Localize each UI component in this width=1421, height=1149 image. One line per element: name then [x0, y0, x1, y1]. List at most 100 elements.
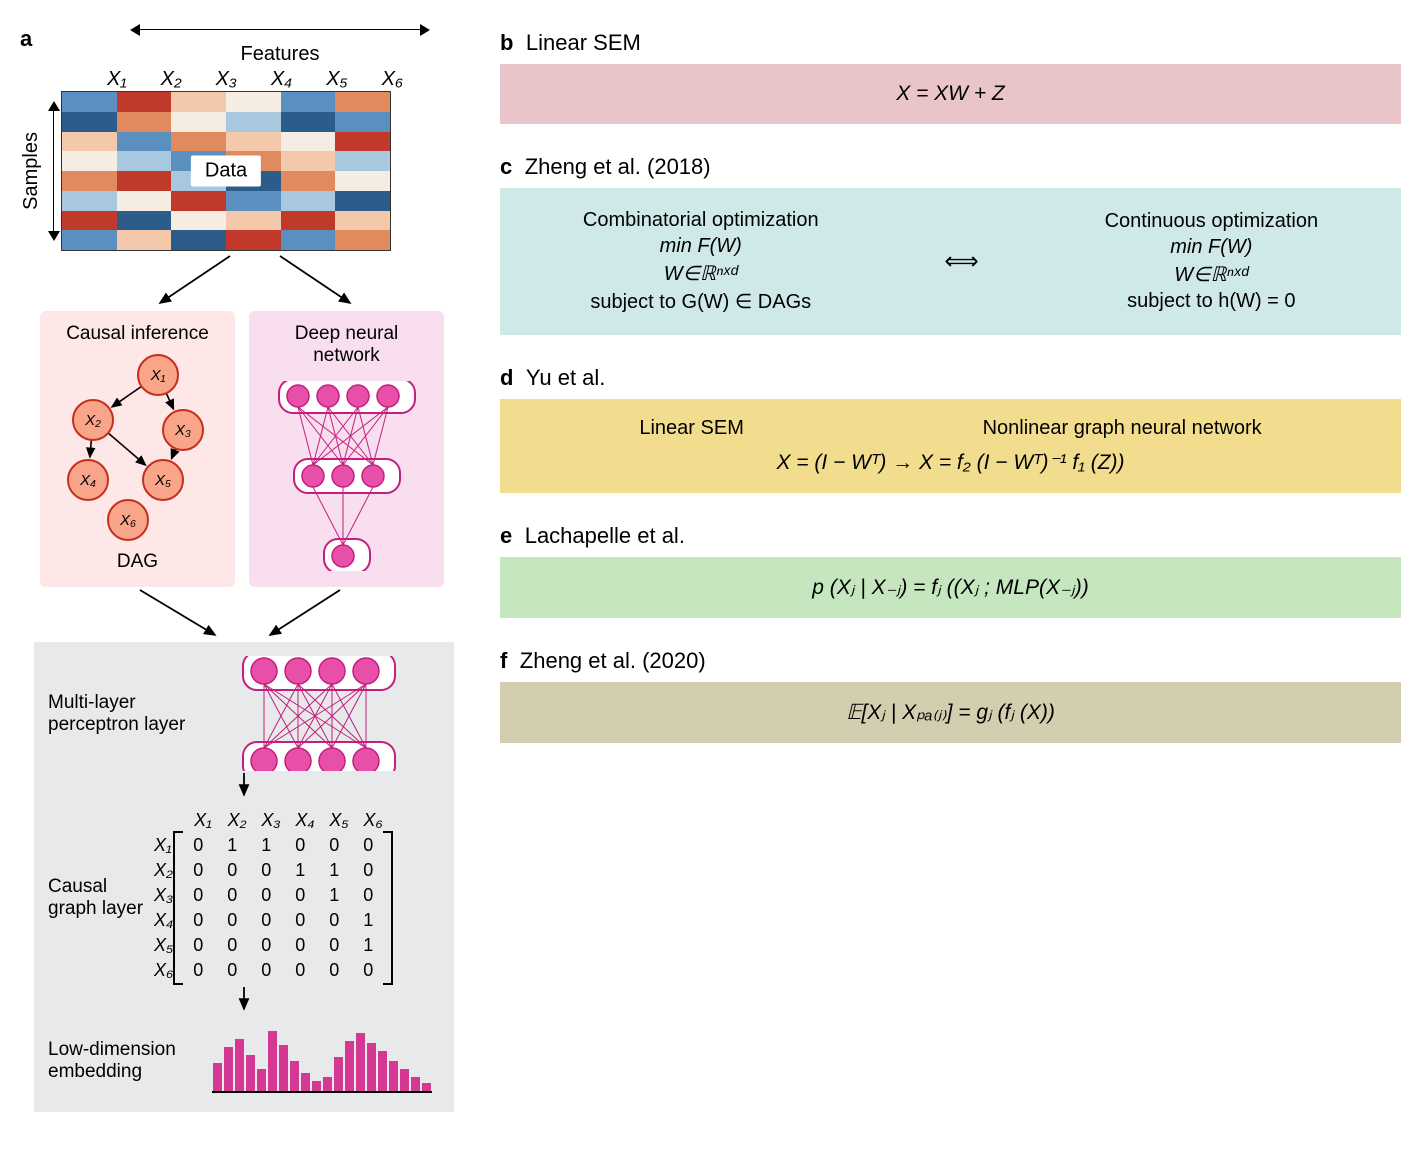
heatmap-cell [171, 92, 226, 112]
heatmap-cell [226, 132, 281, 152]
d-right-head: Nonlinear graph neural network [983, 417, 1262, 440]
heatmap-cell [281, 211, 336, 231]
heatmap-cell [171, 112, 226, 132]
data-heatmap: Data [61, 91, 391, 251]
combo-line2: W∈ℝⁿˣᵈ [583, 261, 819, 286]
continuous-col: Continuous optimization min F(W) W∈ℝⁿˣᵈ … [1105, 207, 1318, 316]
arrow-down-2 [48, 985, 440, 1020]
svg-text:X₅: X₅ [153, 472, 170, 489]
cont-line1: min F(W) [1105, 236, 1318, 259]
features-axis: Features [90, 20, 470, 66]
figure-container: a Features X₁ X₂ X₃ X₄ X₅ X₆ Samples Data Cau… [20, 20, 1401, 1112]
nn-title: Deep neural network [259, 323, 434, 367]
arrow-down-1 [48, 771, 440, 806]
features-title: Features [241, 43, 320, 65]
panel-d-label: d [500, 365, 513, 390]
cont-title: Continuous optimization [1105, 210, 1318, 233]
right-column: b Linear SEM X = XW + Z c Zheng et al. (… [500, 20, 1401, 1112]
d-left-head: Linear SEM [639, 417, 744, 440]
samples-title: Samples [20, 132, 43, 210]
heatmap-cell [62, 92, 117, 112]
heatmap-cell [335, 151, 390, 171]
heatmap-cell [335, 211, 390, 231]
heatmap-cell [117, 230, 172, 250]
panel-c-label: c [500, 154, 512, 179]
heatmap-cell [117, 211, 172, 231]
combo-title: Combinatorial optimization [583, 209, 819, 232]
heatmap-cell [171, 132, 226, 152]
heatmap-cell [171, 191, 226, 211]
panel-a-label: a [20, 26, 32, 52]
feature-header: X₄ [271, 68, 292, 91]
heatmap-row: Samples Data [20, 91, 470, 251]
gray-architecture-box: Multi-layer perceptron layer Causal grap… [34, 642, 454, 1112]
panel-d: d Yu et al. Linear SEM Nonlinear graph n… [500, 365, 1401, 493]
heatmap-cell [281, 191, 336, 211]
mlp-label: Multi-layer perceptron layer [48, 692, 186, 736]
heatmap-cell [281, 132, 336, 152]
heatmap-cell [335, 92, 390, 112]
causal-inference-title: Causal inference [50, 323, 225, 345]
heatmap-cell [226, 92, 281, 112]
heatmap-cell [117, 171, 172, 191]
panel-d-title: Yu et al. [526, 365, 606, 390]
panel-b: b Linear SEM X = XW + Z [500, 30, 1401, 124]
feature-header: X₅ [326, 68, 347, 91]
heatmap-cell [62, 230, 117, 250]
samples-arrow-icon [47, 101, 61, 241]
iff-symbol: ⟺ [944, 247, 978, 276]
panel-a: a Features X₁ X₂ X₃ X₄ X₅ X₆ Samples Data Cau… [20, 20, 470, 1112]
heatmap-cell [281, 230, 336, 250]
panel-f-equation: 𝔼[Xⱼ | Xₚₐ₍ⱼ₎] = gⱼ (fⱼ (X)) [500, 682, 1401, 743]
svg-text:X₂: X₂ [84, 412, 101, 429]
heatmap-cell [62, 211, 117, 231]
combo-line1: min F(W) [583, 235, 819, 258]
heatmap-cell [226, 230, 281, 250]
merge-arrows [40, 587, 444, 642]
heatmap-cell [281, 112, 336, 132]
heatmap-cell [281, 171, 336, 191]
heatmap-cell [62, 132, 117, 152]
cont-line3: subject to h(W) = 0 [1105, 290, 1318, 313]
dag-diagram: X₁X₂X₃X₄X₅X₆ [53, 345, 223, 545]
feature-header: X₂ [161, 68, 182, 91]
feature-header: X₁ [107, 68, 127, 91]
panel-c: c Zheng et al. (2018) Combinatorial opti… [500, 154, 1401, 335]
panel-e: e Lachapelle et al. p (Xⱼ | X₋ⱼ) = fⱼ ((… [500, 523, 1401, 618]
adjacency-matrix: X₁X₂X₃X₄X₅X₆ X₁X₂X₃X₄X₅X₆ 01100000011000… [154, 810, 393, 985]
feature-headers: X₁X₂X₃X₄X₅X₆ [90, 68, 420, 91]
split-arrows [90, 251, 420, 311]
heatmap-cell [171, 230, 226, 250]
heatmap-cell [62, 112, 117, 132]
heatmap-cell [335, 132, 390, 152]
heatmap-cell [335, 171, 390, 191]
panel-c-content: Combinatorial optimization min F(W) W∈ℝⁿ… [500, 188, 1401, 335]
panel-f: f Zheng et al. (2020) 𝔼[Xⱼ | Xₚₐ₍ⱼ₎] = g… [500, 648, 1401, 743]
neural-network-box: Deep neural network [249, 311, 444, 587]
dag-footer: DAG [50, 551, 225, 573]
heatmap-cell [117, 191, 172, 211]
heatmap-cell [226, 112, 281, 132]
heatmap-cell [117, 112, 172, 132]
nn-diagram [262, 381, 432, 571]
embedding-label: Low-dimension embedding [48, 1039, 198, 1083]
svg-text:X₃: X₃ [174, 422, 191, 439]
svg-text:X₆: X₆ [118, 512, 135, 529]
heatmap-cell [117, 151, 172, 171]
panel-b-equation: X = XW + Z [500, 64, 1401, 124]
heatmap-cell [335, 112, 390, 132]
heatmap-cell [226, 191, 281, 211]
svg-text:X₄: X₄ [78, 472, 95, 489]
mlp-row: Multi-layer perceptron layer [48, 656, 440, 771]
panel-d-equation: X = (I − Wᵀ) → X = f₂ (I − Wᵀ)⁻¹ f₁ (Z)) [520, 450, 1381, 475]
feature-header: X₆ [382, 68, 403, 91]
heatmap-cell [62, 151, 117, 171]
cont-line2: W∈ℝⁿˣᵈ [1105, 262, 1318, 287]
panel-f-title: Zheng et al. (2020) [520, 648, 706, 673]
matrix-row: Causal graph layer X₁X₂X₃X₄X₅X₆ X₁X₂X₃X₄… [48, 810, 440, 985]
mlp-diagram [194, 656, 440, 771]
heatmap-cell [335, 230, 390, 250]
embedding-row: Low-dimension embedding [48, 1026, 440, 1096]
panel-e-title: Lachapelle et al. [525, 523, 685, 548]
heatmap-cell [281, 151, 336, 171]
